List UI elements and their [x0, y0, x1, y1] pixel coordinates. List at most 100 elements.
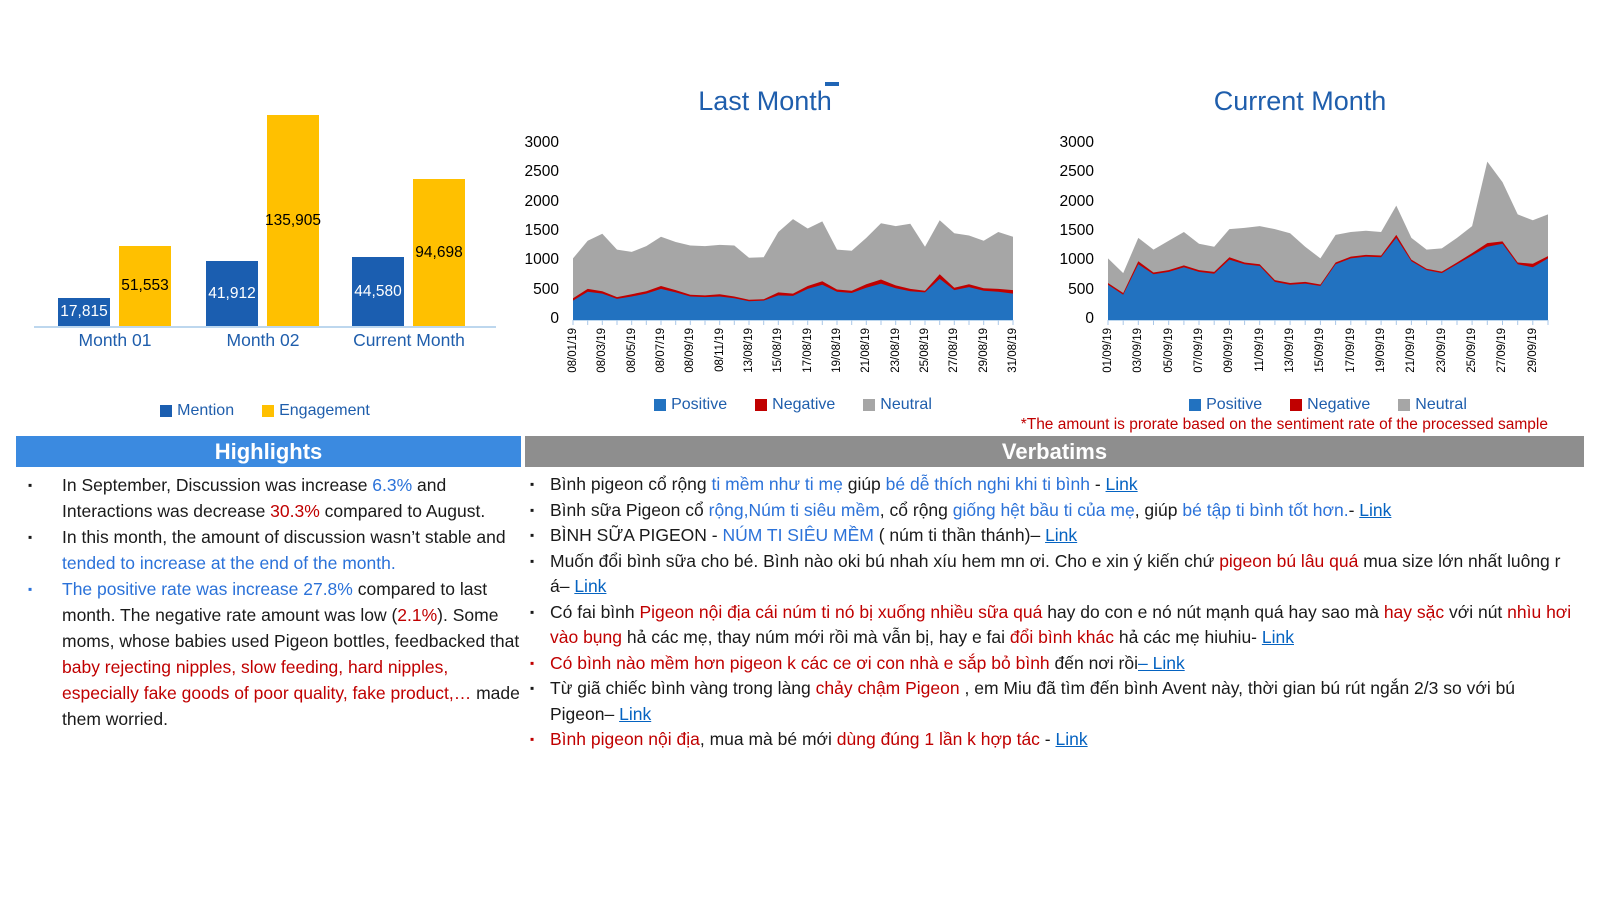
legend-label: Neutral — [880, 396, 932, 413]
y-axis-label: 3000 — [524, 134, 559, 151]
y-axis-label: 500 — [1068, 280, 1094, 298]
text-segment: compared to last month. The negative rat… — [62, 579, 488, 625]
text-segment: mua size lớn nhất luông r á– — [550, 550, 1561, 597]
verbatim-bullet: ▪ BÌNH SỮA PIGEON - NÚM TI SIÊU MỀM ( núm… — [525, 523, 1584, 549]
text-segment: ). Some moms, whose babies used Pigeon b… — [62, 605, 520, 651]
verbatim-bullet: ▪ Bình pigeon cổ rộng ti mềm như ti mẹ gi… — [525, 472, 1584, 498]
mention-legend-swatch — [160, 405, 173, 417]
y-axis-label: 0 — [550, 310, 559, 327]
x-axis-label: 09/09/19 — [1223, 328, 1236, 373]
legend-label: Positive — [1206, 396, 1263, 413]
x-axis-label: 21/09/19 — [1405, 328, 1418, 373]
prorate-note: *The amount is prorate based on the sent… — [1020, 416, 1548, 433]
x-axis-label: 07/09/19 — [1193, 328, 1206, 373]
highlight-bullet: ▪ The positive rate was increase 27.8% co… — [16, 576, 521, 732]
negative-legend-swatch — [755, 399, 768, 411]
x-axis-label: 25/08/19 — [919, 328, 931, 373]
bar-chart-legend: Mention Engagement — [30, 402, 500, 420]
text-segment: đến nơi rồi — [1049, 652, 1138, 673]
bar-value-label: 135,905 — [264, 211, 322, 229]
bullet-text: Bình pigeon cổ rộng ti mềm như ti mẹ giú… — [550, 472, 1584, 498]
bar-category-labels: Month 01 Month 02 Current Month — [30, 330, 500, 354]
x-axis-label: 27/09/19 — [1496, 328, 1509, 373]
text-segment: với nút — [1444, 601, 1508, 622]
bar-value-label: 41,912 — [208, 284, 256, 302]
legend-label: Negative — [1307, 396, 1371, 413]
bullet-marker: ▪ — [28, 530, 33, 544]
mention-bar: 17,815 — [58, 298, 110, 326]
text-segment: hay sặc — [1383, 601, 1445, 622]
y-axis-label: 2500 — [524, 163, 559, 181]
text-segment: - — [1089, 474, 1106, 494]
verbatim-link[interactable]: Link — [1359, 499, 1392, 520]
bullet-marker: ▪ — [530, 732, 535, 746]
bullet-text: Có fai bình Pigeon nội địa cái núm ti nó… — [550, 600, 1584, 651]
bullet-text: Muốn đổi bình sữa cho bé. Bình nào oki b… — [550, 549, 1584, 600]
x-axis-label: 13/09/19 — [1284, 328, 1297, 373]
verbatim-link[interactable]: Link — [619, 703, 652, 724]
verbatim-link[interactable]: – Link — [1138, 652, 1185, 673]
bar-plot-area: 17,815 41,912 44,580 51,553 135,905 94,698 — [30, 108, 500, 326]
legend-item-neutral: Neutral — [863, 396, 932, 414]
highlights-bullet-list: ▪ In September, Discussion was increase 6… — [16, 472, 521, 732]
legend-item-negative: Negative — [755, 396, 835, 414]
engagement-bar: 94,698 — [413, 179, 465, 326]
text-segment: nhìu hơi vào bụng — [550, 601, 1572, 648]
text-segment: rộng,Núm ti siêu mềm — [708, 499, 880, 520]
verbatim-link[interactable]: Link — [574, 576, 607, 596]
bullet-marker: ▪ — [530, 502, 535, 517]
bullet-text: Bình pigeon nội địa, mua mà bé mới dùng … — [550, 727, 1584, 753]
verbatim-link[interactable]: Link — [1045, 525, 1078, 545]
x-axis-label: 08/05/19 — [625, 328, 638, 373]
text-segment: đổi bình khác — [1009, 627, 1115, 647]
legend-item-positive: Positive — [1189, 396, 1262, 414]
legend-label: Negative — [772, 396, 836, 413]
bullet-marker: ▪ — [530, 681, 535, 695]
category-label: Current Month — [353, 330, 465, 350]
verbatim-bullet: ▪ Có bình nào mềm hơn pigeon k các ce ơi … — [525, 651, 1584, 677]
bullet-marker: ▪ — [28, 582, 33, 596]
x-axis-label: 21/08/19 — [860, 328, 873, 373]
neutral-legend-swatch — [863, 399, 876, 411]
y-axis-label: 3000 — [1059, 134, 1094, 151]
bullet-text: Có bình nào mềm hơn pigeon k các ce ơi c… — [550, 651, 1584, 677]
verbatim-link[interactable]: Link — [1105, 474, 1138, 494]
bar-value-label: 17,815 — [60, 303, 108, 320]
bullet-text: In September, Discussion was increase 6.… — [62, 472, 521, 524]
verbatim-bullet: ▪ Muốn đổi bình sữa cho bé. Bình nào oki … — [525, 549, 1584, 600]
x-axis-label: 01/09/19 — [1102, 328, 1114, 373]
text-segment: Bình pigeon nội địa — [550, 729, 700, 749]
x-axis-label: 23/09/19 — [1435, 328, 1448, 373]
y-axis-label: 2500 — [1059, 163, 1094, 181]
text-segment: Có bình nào mềm hơn pigeon k các ce ơi c… — [550, 652, 1050, 673]
text-segment: 30.3% — [270, 501, 320, 521]
text-segment: 2.1% — [397, 605, 438, 625]
engagement-legend-swatch — [262, 405, 275, 417]
y-axis-label: 1000 — [524, 251, 559, 269]
text-segment: BÌNH SỮA PIGEON - — [550, 525, 723, 545]
text-segment: Muốn đổi bình sữa cho bé. Bình nào oki b… — [550, 550, 1220, 571]
bullet-text: Từ giã chiếc bình vàng trong làng chảy c… — [550, 676, 1584, 727]
category-label: Month 01 — [78, 330, 152, 350]
x-axis-label: 03/09/19 — [1132, 328, 1145, 373]
x-axis-label: 08/11/19 — [713, 328, 726, 372]
x-axis-label: 05/09/19 — [1162, 328, 1175, 373]
highlight-bullet: ▪ In this month, the amount of discussion… — [16, 524, 521, 576]
verbatims-section: ▪ Bình pigeon cổ rộng ti mềm như ti mẹ gi… — [525, 467, 1584, 753]
verbatim-link[interactable]: Link — [1261, 627, 1294, 647]
verbatim-link[interactable]: Link — [1055, 729, 1088, 749]
text-segment: compared to August. — [319, 501, 486, 521]
bullet-text: Bình sữa Pigeon cổ rộng,Núm ti siêu mềm,… — [550, 498, 1584, 524]
area-plot — [1107, 161, 1549, 325]
bar-value-label: 51,553 — [121, 277, 169, 294]
bullet-marker: ▪ — [530, 553, 535, 568]
bullet-marker: ▪ — [28, 478, 33, 492]
verbatims-header: Verbatims — [525, 436, 1584, 467]
text-segment: giống hệt bầu ti của mẹ — [952, 499, 1135, 520]
y-axis-label: 2000 — [524, 192, 559, 210]
bullet-text: In this month, the amount of discussion … — [62, 524, 521, 576]
x-axis-label: 13/08/19 — [743, 328, 755, 373]
text-segment: made them worried. — [62, 683, 520, 729]
legend-item-neutral: Neutral — [1398, 396, 1467, 414]
